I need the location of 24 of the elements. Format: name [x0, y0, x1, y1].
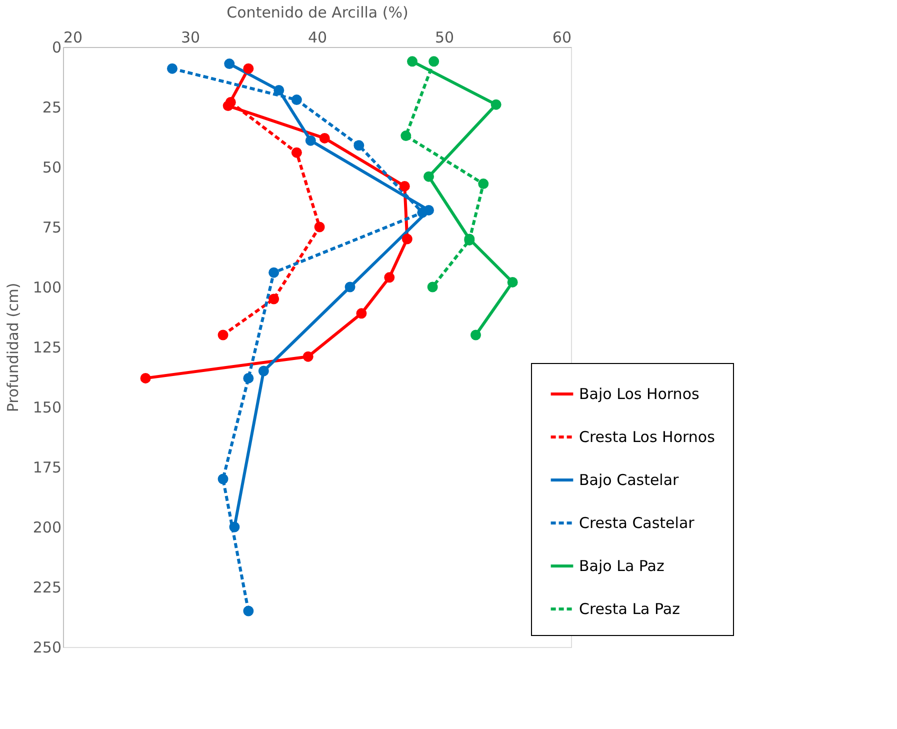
y-tick-label: 25 [42, 98, 62, 116]
y-tick-label: 100 [32, 278, 62, 296]
legend-label: Bajo La Paz [579, 557, 664, 575]
y-tick-label: 75 [42, 218, 62, 236]
legend-label: Bajo Los Hornos [579, 385, 700, 403]
x-tick-label: 40 [308, 28, 328, 46]
x-tick-label: 50 [434, 28, 454, 46]
x-tick-label: 30 [180, 28, 200, 46]
x-axis-title: Contenido de Arcilla (%) [226, 4, 408, 22]
y-tick-label: 125 [32, 338, 62, 356]
y-tick-label: 200 [32, 518, 62, 536]
legend-label: Cresta Castelar [579, 514, 696, 532]
y-tick-label: 250 [32, 638, 62, 656]
y-tick-label: 175 [32, 458, 62, 476]
legend-label: Cresta Los Hornos [579, 428, 716, 446]
legend-label: Bajo Castelar [579, 471, 680, 489]
y-tick-label: 150 [32, 398, 62, 416]
y-tick-label: 50 [42, 158, 62, 176]
y-tick-label: 225 [32, 578, 62, 596]
y-axis-title: Profundidad (cm) [4, 282, 22, 412]
y-tick-label: 0 [52, 38, 62, 56]
legend-label: Cresta La Paz [579, 600, 680, 618]
x-tick-label: 20 [64, 28, 83, 46]
x-tick-label: 60 [552, 28, 572, 46]
